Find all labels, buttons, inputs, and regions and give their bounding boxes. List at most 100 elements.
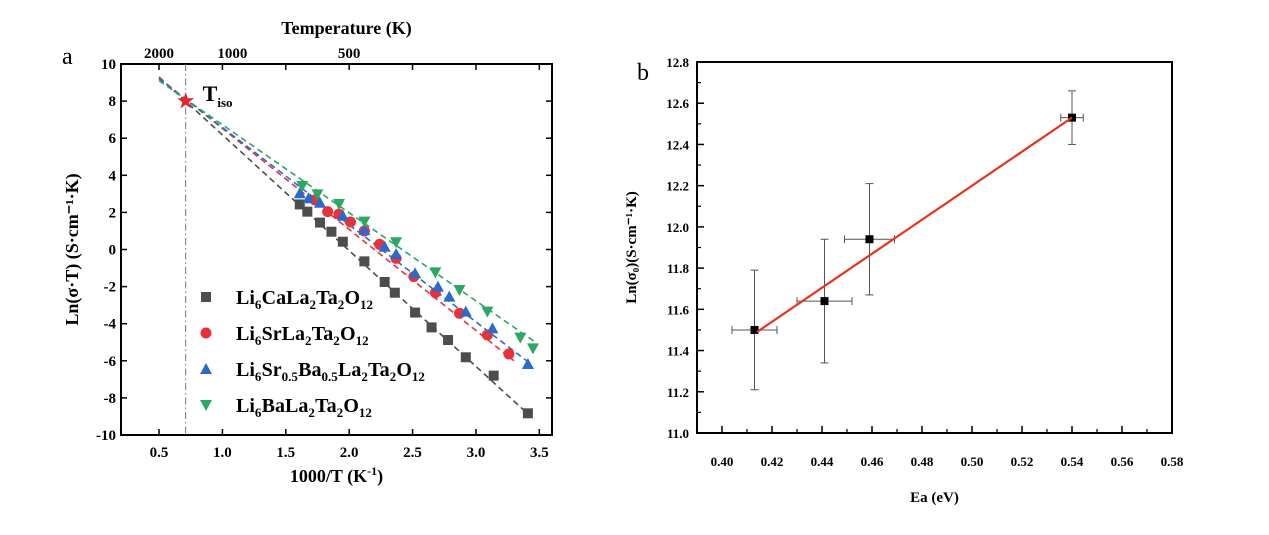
x-axis-title-text: 1000/T (K (290, 466, 367, 487)
legend-label-part: 2 (333, 333, 340, 348)
top-tick-label-a: 1000 (217, 46, 247, 62)
top-tick-label-a: 2000 (144, 46, 174, 62)
x-tick-label-a: 3.0 (467, 445, 486, 461)
data-point (526, 343, 539, 355)
legend-label-part: Ta (316, 287, 338, 309)
x-tick-label-b: 0.56 (1111, 454, 1134, 469)
y-tick-label-b: 11.0 (667, 426, 689, 441)
data-point (865, 235, 874, 244)
data-point (294, 199, 305, 210)
data-point (315, 217, 326, 228)
legend-label-part: 12 (356, 333, 369, 348)
legend-label-part: BaLa (262, 395, 309, 417)
tiso-label: Tiso (203, 81, 233, 110)
legend-label-part: 2 (337, 405, 344, 420)
data-point (410, 307, 421, 318)
data-point (460, 352, 471, 363)
x-tick-label-a: 3.5 (530, 445, 549, 461)
y-tick-label-a: 2 (109, 205, 117, 221)
legend-label-part: Sr (262, 359, 282, 381)
y-tick-label-b: 11.6 (667, 302, 690, 317)
tiso-label-main: T (203, 81, 218, 106)
legend-marker (200, 400, 212, 411)
legend-label: Li6 SrLa2 Ta2 O12 (236, 323, 369, 348)
x-tick-label-a: 0.5 (150, 445, 169, 461)
legend-label-part: Ta (312, 323, 334, 345)
data-point (481, 306, 494, 318)
legend-label-part: 2 (390, 369, 397, 384)
error-bar-2 (844, 183, 895, 296)
legend-marker (200, 327, 212, 339)
data-point (522, 408, 533, 419)
legend-label-part: La (338, 359, 361, 381)
data-point (358, 224, 371, 236)
x-axis-title-b: Ea (eV) (910, 490, 959, 506)
data-point (296, 181, 309, 193)
legend-label-part: Ta (315, 395, 337, 417)
legend-label-part: O (340, 323, 356, 345)
legend-label-part: 6 (255, 297, 262, 312)
y-tick-label-a: 4 (109, 168, 117, 184)
data-point (333, 199, 346, 211)
data-point (390, 247, 403, 259)
legend-label-part: 2 (338, 297, 345, 312)
data-point (311, 189, 324, 201)
data-point (453, 284, 466, 296)
y-tick-label-b: 11.2 (667, 385, 689, 400)
data-point (443, 290, 456, 302)
data-point (358, 216, 371, 228)
data-point (326, 226, 337, 237)
data-point (379, 276, 390, 287)
legend-label-part: 12 (360, 297, 373, 312)
legend-label-part: Li (236, 287, 255, 309)
legend-label-part: Li (236, 359, 255, 381)
data-point (359, 256, 370, 267)
top-tick-label-a: 500 (338, 46, 361, 62)
series-3 (296, 181, 539, 355)
y-tick-label-a: 0 (109, 243, 117, 259)
y-tick-label-b: 11.4 (667, 344, 690, 359)
y-tick-label-b: 11.8 (667, 261, 690, 276)
legend-label-part: CaLa (262, 287, 310, 309)
y-tick-label-a: -10 (96, 428, 116, 444)
fit-line-a (158, 80, 536, 343)
legend-label-part: 6 (255, 333, 262, 348)
x-tick-label-a: 2.5 (403, 445, 422, 461)
data-point (322, 206, 334, 218)
data-point (503, 348, 515, 360)
error-bar-0 (731, 269, 778, 391)
y-axis-title-a: Ln(σ·T) (S·cm⁻¹·K) (62, 173, 83, 325)
data-point (302, 192, 315, 204)
legend-label-part: O (343, 395, 359, 417)
legend-label-part: 0.5 (282, 369, 299, 384)
y-tick-label-a: 6 (109, 131, 117, 147)
y-tick-label-b: 12.0 (666, 220, 689, 235)
y-tick-label-a: -4 (104, 317, 117, 333)
legend-label-part: Li (236, 323, 255, 345)
data-point (293, 187, 306, 199)
x-tick-label-b: 0.52 (1011, 454, 1034, 469)
legend-label-part: 6 (255, 369, 262, 384)
data-point (820, 297, 829, 306)
data-point (429, 267, 442, 279)
y-tick-label-b: 12.6 (666, 96, 689, 111)
data-point (302, 206, 313, 217)
tiso-label-sub: iso (217, 95, 232, 110)
fit-line-b (756, 116, 1073, 333)
legend-label: Li6 CaLa2 Ta2 O12 (236, 287, 373, 312)
legend-label-part: 12 (412, 369, 425, 384)
x-tick-label-b: 0.48 (911, 454, 934, 469)
x-tick-label-b: 0.50 (961, 454, 984, 469)
data-point (486, 322, 499, 334)
legend-label-part: 6 (255, 405, 262, 420)
data-point (409, 267, 422, 279)
legend-marker (201, 292, 211, 302)
x-tick-label-b: 0.58 (1161, 454, 1184, 469)
x-tick-label-b: 0.54 (1061, 454, 1084, 469)
y-tick-label-b: 12.4 (666, 137, 689, 152)
y-tick-label-a: -8 (104, 391, 117, 407)
data-point (336, 209, 349, 221)
panel-label-a: a (62, 44, 73, 70)
series-2 (293, 187, 534, 369)
